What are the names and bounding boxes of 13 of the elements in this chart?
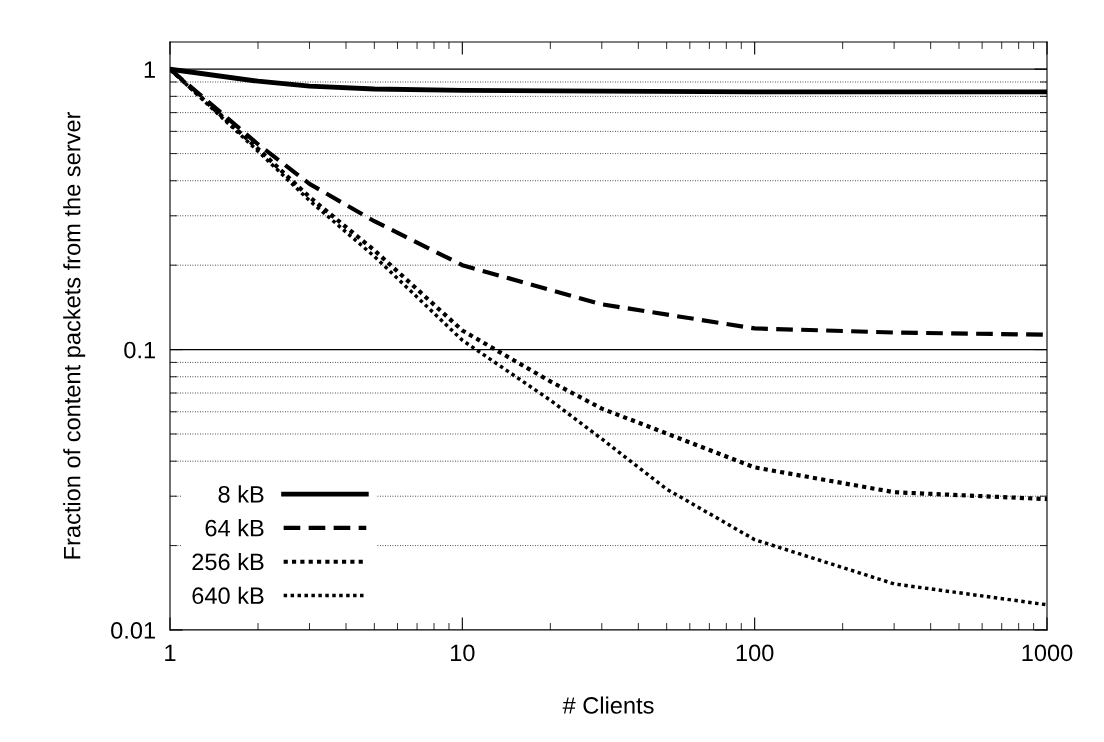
x-tick-label: 1: [165, 644, 176, 661]
y-axis-title: Fraction of content packets from the server: [63, 111, 86, 559]
y-tick-label: 0.01: [111, 622, 155, 639]
legend-label: 64 kB: [205, 519, 264, 537]
x-axis-title: # Clients: [562, 696, 654, 714]
x-tick-label: 10: [451, 644, 475, 662]
y-tick-label: 1: [144, 61, 155, 78]
legend-label: 256 kB: [192, 552, 264, 571]
x-tick-label: 100: [736, 644, 774, 662]
x-tick-label: 1000: [1022, 644, 1073, 662]
legend-label: 8 kB: [218, 485, 264, 503]
y-tick-label: 0.1: [124, 341, 155, 359]
legend-label: 640 kB: [192, 586, 264, 605]
